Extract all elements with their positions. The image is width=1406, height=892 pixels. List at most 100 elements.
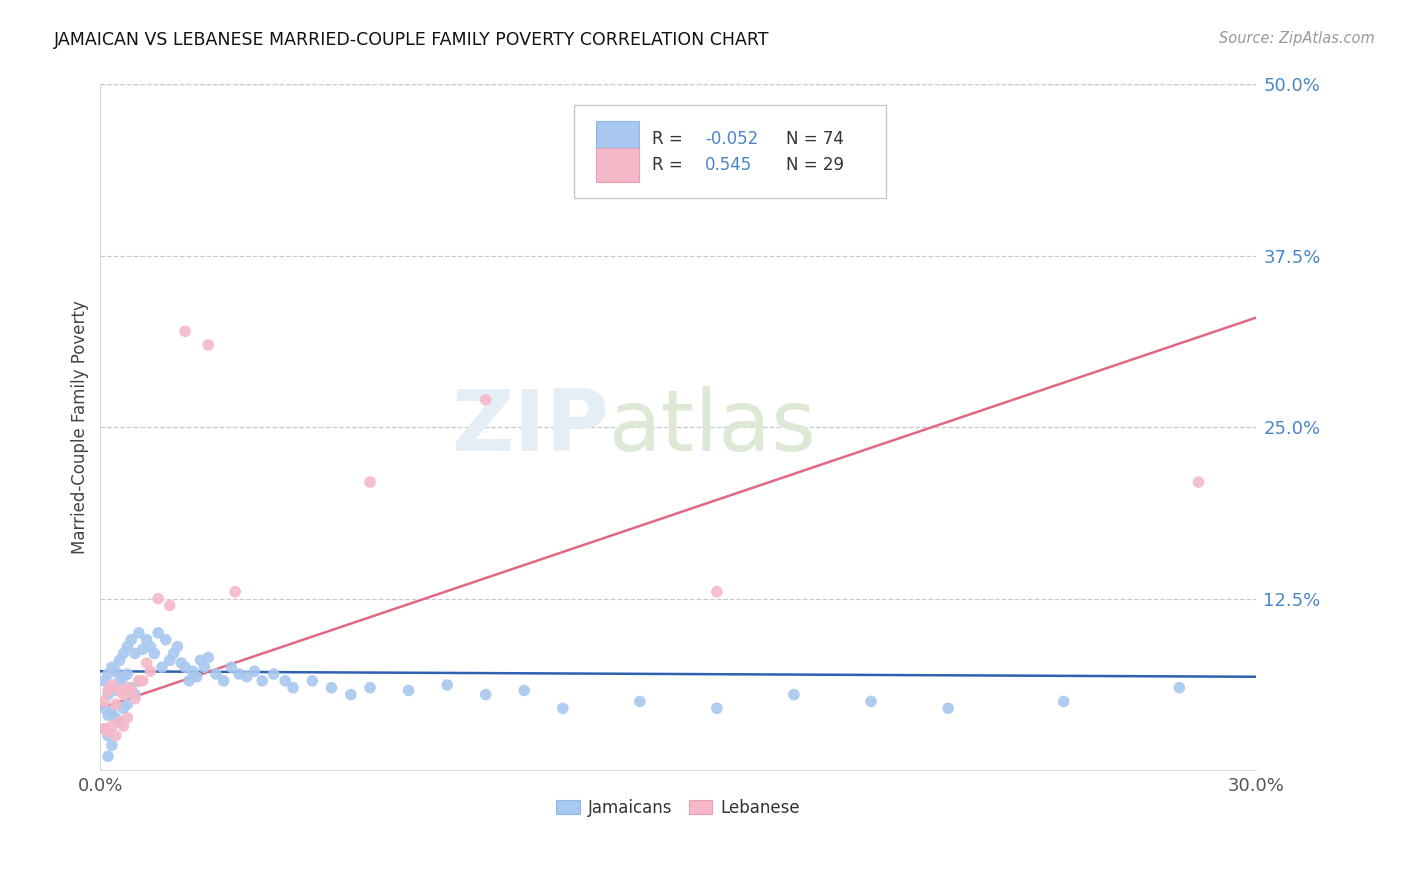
Point (340, 688, 363, 702)
Point (135, 656, 157, 670)
Text: -0.052: -0.052 (704, 129, 758, 147)
Point (139, 640, 162, 654)
Point (193, 660, 215, 674)
Point (108, 653, 131, 667)
Point (474, 392, 496, 407)
Point (224, 584, 246, 599)
FancyBboxPatch shape (574, 105, 886, 197)
Point (398, 683, 420, 698)
Point (212, 673, 235, 688)
Point (117, 667, 139, 681)
Point (936, 701, 959, 715)
Point (97, 724, 120, 739)
Point (117, 681, 139, 695)
Point (93, 694, 115, 708)
Point (108, 673, 131, 688)
Point (104, 697, 127, 711)
Point (101, 681, 124, 695)
Point (132, 642, 155, 657)
Point (177, 673, 200, 688)
Y-axis label: Married-Couple Family Poverty: Married-Couple Family Poverty (72, 301, 89, 554)
Point (117, 640, 139, 654)
Point (112, 688, 135, 702)
Point (112, 701, 135, 715)
Point (146, 626, 169, 640)
Point (101, 706, 124, 720)
Point (120, 683, 142, 698)
Point (474, 688, 496, 702)
Text: ZIP: ZIP (451, 385, 609, 468)
Point (243, 665, 266, 679)
Point (263, 667, 285, 681)
Point (97, 729, 120, 743)
Point (112, 647, 135, 661)
Text: N = 29: N = 29 (786, 156, 844, 174)
Point (97, 708, 120, 723)
Point (132, 673, 155, 688)
Point (104, 729, 127, 743)
Point (301, 673, 323, 688)
Point (93, 722, 115, 736)
Point (104, 665, 127, 679)
Point (274, 673, 297, 688)
Point (97, 667, 120, 681)
Point (93, 722, 115, 736)
Point (706, 584, 728, 599)
Point (97, 749, 120, 764)
Point (117, 711, 139, 725)
Point (108, 683, 131, 698)
Point (128, 626, 150, 640)
Text: Source: ZipAtlas.com: Source: ZipAtlas.com (1219, 31, 1375, 46)
Point (104, 683, 127, 698)
Point (321, 681, 343, 695)
Point (120, 632, 142, 647)
Text: N = 74: N = 74 (786, 129, 844, 147)
Point (120, 681, 142, 695)
Point (186, 670, 208, 684)
Point (236, 670, 259, 684)
Point (166, 640, 188, 654)
Point (436, 678, 458, 692)
Point (190, 653, 212, 667)
Text: JAMAICAN VS LEBANESE MARRIED-COUPLE FAMILY POVERTY CORRELATION CHART: JAMAICAN VS LEBANESE MARRIED-COUPLE FAMI… (53, 31, 769, 49)
Legend: Jamaicans, Lebanese: Jamaicans, Lebanese (550, 792, 807, 823)
Point (170, 656, 193, 670)
Point (359, 681, 381, 695)
Text: atlas: atlas (609, 385, 817, 468)
Point (197, 338, 219, 352)
Point (783, 688, 806, 702)
Point (150, 660, 173, 674)
Point (143, 647, 166, 661)
Point (93, 701, 115, 715)
Point (124, 647, 146, 661)
Point (181, 665, 204, 679)
Point (174, 324, 197, 338)
Point (221, 660, 243, 674)
Point (112, 719, 135, 733)
Point (281, 681, 304, 695)
Point (146, 591, 169, 606)
Point (197, 650, 219, 665)
Point (128, 673, 150, 688)
Point (159, 653, 181, 667)
Point (228, 667, 250, 681)
Point (205, 667, 228, 681)
Point (1053, 694, 1076, 708)
Point (706, 701, 728, 715)
Text: R =: R = (652, 129, 688, 147)
Point (250, 673, 273, 688)
Point (93, 673, 115, 688)
Point (101, 719, 124, 733)
Point (101, 660, 124, 674)
Point (628, 694, 651, 708)
Point (101, 678, 124, 692)
Point (112, 670, 135, 684)
Text: R =: R = (652, 156, 693, 174)
Point (97, 688, 120, 702)
Point (1187, 475, 1209, 489)
Point (359, 475, 381, 489)
Point (124, 691, 146, 706)
FancyBboxPatch shape (596, 121, 640, 156)
Point (513, 683, 536, 698)
Point (860, 694, 883, 708)
